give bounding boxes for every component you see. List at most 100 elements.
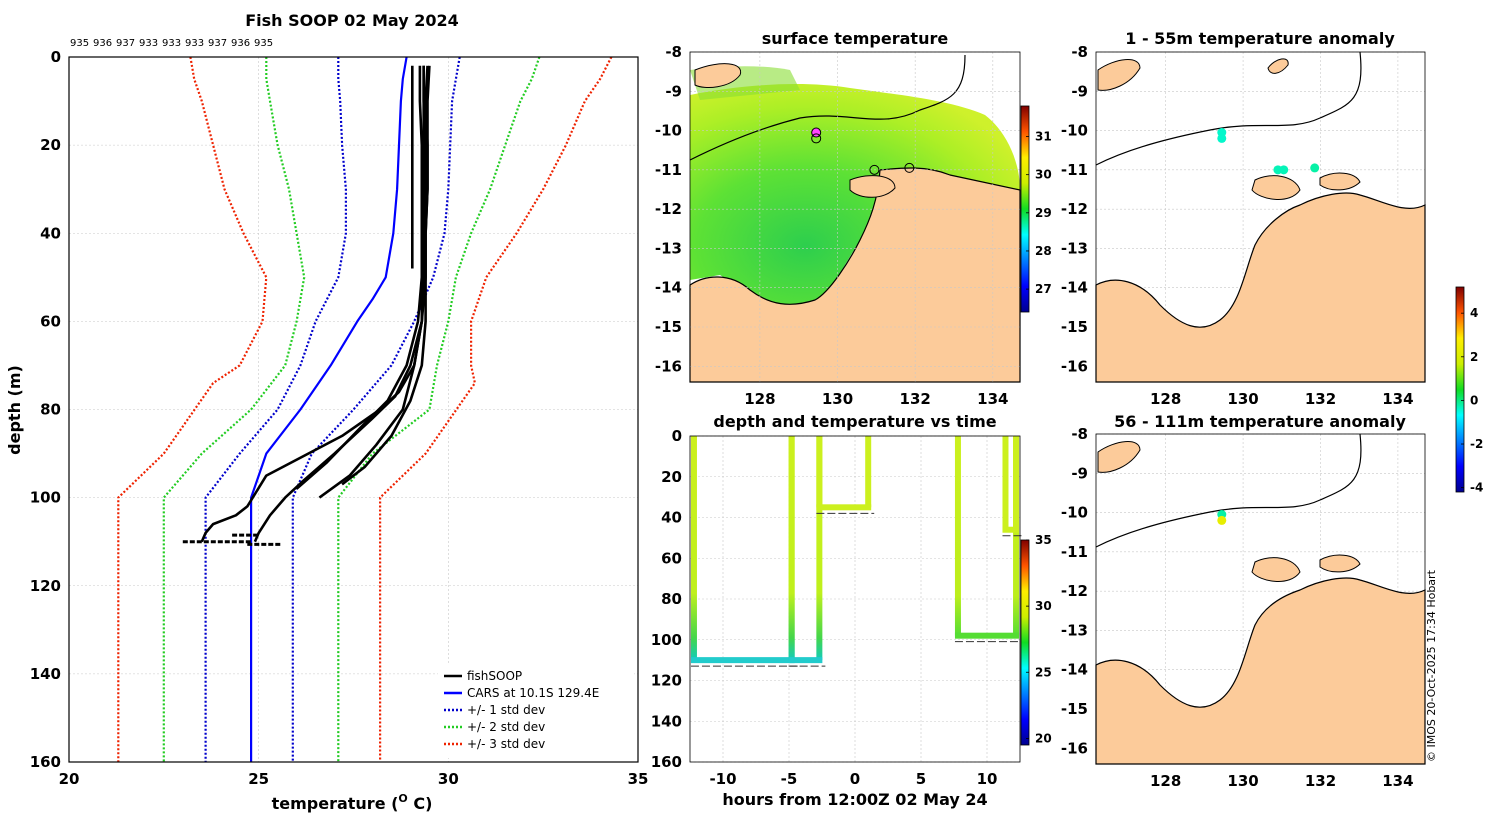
y-tick-label: -10 (1061, 122, 1088, 140)
surface-markers (811, 127, 915, 175)
id-label: 936 (93, 38, 112, 49)
id-label: 933 (185, 38, 204, 49)
profile-legend: fishSOOP CARS at 10.1S 129.4E +/- 1 std … (438, 664, 634, 758)
y-tick-label: -14 (655, 279, 682, 297)
surface-station-marker (869, 164, 880, 175)
legend-label: +/- 1 std dev (467, 703, 545, 717)
colorbar-tick-label: 20 (1035, 731, 1052, 745)
legend-label: fishSOOP (467, 669, 522, 683)
legend-label: CARS at 10.1S 129.4E (467, 686, 599, 700)
anom2-points (1217, 510, 1227, 525)
surface-land (689, 167, 1021, 383)
fishsoop-profile-line (318, 65, 426, 499)
y-tick-label: 100 (30, 489, 61, 507)
surface-island (849, 175, 896, 198)
x-tick-label: 128 (744, 390, 775, 408)
x-tick-label: 132 (1305, 390, 1336, 408)
y-tick-label: -11 (655, 161, 682, 179)
anom2-ticks: 128 130 132 134 -8 -9 -10 -11 -12 -13 -14 -15 -16 (1061, 425, 1414, 790)
anomaly-point (1217, 133, 1227, 143)
y-tick-label: 140 (30, 665, 61, 683)
y-tick-label: 40 (661, 509, 682, 527)
surface-colorbar (1020, 105, 1030, 313)
profile-axes-box (68, 56, 639, 763)
fishsoop-profile-line (200, 65, 427, 543)
y-tick-label: -12 (1061, 582, 1088, 600)
y-tick-label: -16 (655, 357, 682, 375)
y-tick-label: -8 (665, 43, 682, 61)
x-tick-label: 128 (1150, 772, 1181, 790)
x-tick-label: 134 (1382, 772, 1413, 790)
profile-ticks: 20 25 30 35 0 20 40 60 80 100 120 140 160 (30, 48, 649, 788)
id-label: 933 (162, 38, 181, 49)
y-tick-label: 100 (651, 631, 682, 649)
y-tick-label: -13 (655, 239, 682, 257)
anom1-island (1251, 175, 1301, 200)
x-tick-label: 20 (59, 770, 80, 788)
x-tick-label: 134 (977, 390, 1008, 408)
colorbar-tick-label: 28 (1035, 244, 1052, 258)
x-tick-label: 10 (977, 770, 998, 788)
surface-island (694, 63, 742, 88)
anomaly-point (1279, 165, 1289, 175)
credit-text: © IMOS 20-Oct-2025 17:34 Hobart (1425, 569, 1438, 762)
y-tick-label: 160 (30, 753, 61, 771)
y-tick-label: -12 (1061, 200, 1088, 218)
colorbar-tick-label: -4 (1470, 481, 1483, 495)
legend-label: +/- 3 std dev (467, 737, 545, 751)
dt-xlabel: hours from 12:00Z 02 May 24 (722, 790, 987, 809)
surface-title: surface temperature (762, 29, 949, 48)
y-tick-label: 20 (661, 468, 682, 486)
y-tick-label: -8 (1071, 43, 1088, 61)
std-dev-line (337, 56, 541, 762)
x-tick-label: 130 (822, 390, 853, 408)
std-dev-line (379, 56, 613, 762)
anom1-points (1217, 128, 1320, 175)
colorbar-tick-label: 35 (1035, 533, 1052, 547)
y-tick-label: 0 (672, 427, 682, 445)
cars-profile-line (250, 56, 408, 762)
profile-panel: Fish SOOP 02 May 2024 935 936 937 933 93… (5, 11, 648, 813)
x-tick-label: 128 (1150, 390, 1181, 408)
surface-colorbar-ticks: 27 28 29 30 31 (1026, 130, 1052, 296)
y-tick-label: -9 (1071, 82, 1088, 100)
colorbar-tick-label: 30 (1035, 168, 1052, 182)
dt-colorbar-ticks: 20 25 30 35 (1026, 533, 1052, 745)
dt-series (690, 436, 1023, 667)
dt-cast-vertical (690, 436, 697, 661)
x-tick-label: 134 (1382, 390, 1413, 408)
std-dev-line (291, 56, 461, 762)
anom1-title: 1 - 55m temperature anomaly (1125, 29, 1395, 48)
y-tick-label: 80 (661, 590, 682, 608)
y-tick-label: 20 (40, 136, 61, 154)
anom2-island (1319, 554, 1361, 573)
anomaly-point (1310, 163, 1320, 173)
colorbar-tick-label: 4 (1470, 306, 1478, 320)
anom1-island (1319, 172, 1361, 191)
anomaly-colorbar (1455, 286, 1465, 493)
anom1-axes-box (1095, 51, 1426, 383)
x-tick-label: 25 (248, 770, 269, 788)
y-tick-label: -15 (1061, 700, 1088, 718)
y-tick-label: -13 (1061, 239, 1088, 257)
colorbar-tick-label: 29 (1035, 206, 1052, 220)
y-tick-label: -11 (1061, 161, 1088, 179)
anom2-title: 56 - 111m temperature anomaly (1114, 412, 1406, 431)
anom1-island (1267, 58, 1289, 74)
anom1-land (1095, 192, 1426, 383)
fishsoop-profile-line (341, 65, 431, 486)
x-tick-label: -10 (709, 770, 736, 788)
y-tick-label: -13 (1061, 621, 1088, 639)
y-tick-label: -15 (1061, 318, 1088, 336)
profile-xlabel: temperature (O C) (272, 792, 433, 813)
dt-title: depth and temperature vs time (713, 412, 996, 431)
anomaly-shallow-panel: 1 - 55m temperature anomaly 128 130 132 134… (1061, 29, 1426, 408)
dt-cast-bottom (690, 657, 795, 664)
anom2-axes-box (1095, 433, 1426, 765)
anomaly-deep-panel: 56 - 111m temperature anomaly 128 130 132 1… (1061, 412, 1426, 790)
legend-label: +/- 2 std dev (467, 720, 545, 734)
surface-bathymetry-contour (689, 54, 966, 161)
id-label: 933 (139, 38, 158, 49)
